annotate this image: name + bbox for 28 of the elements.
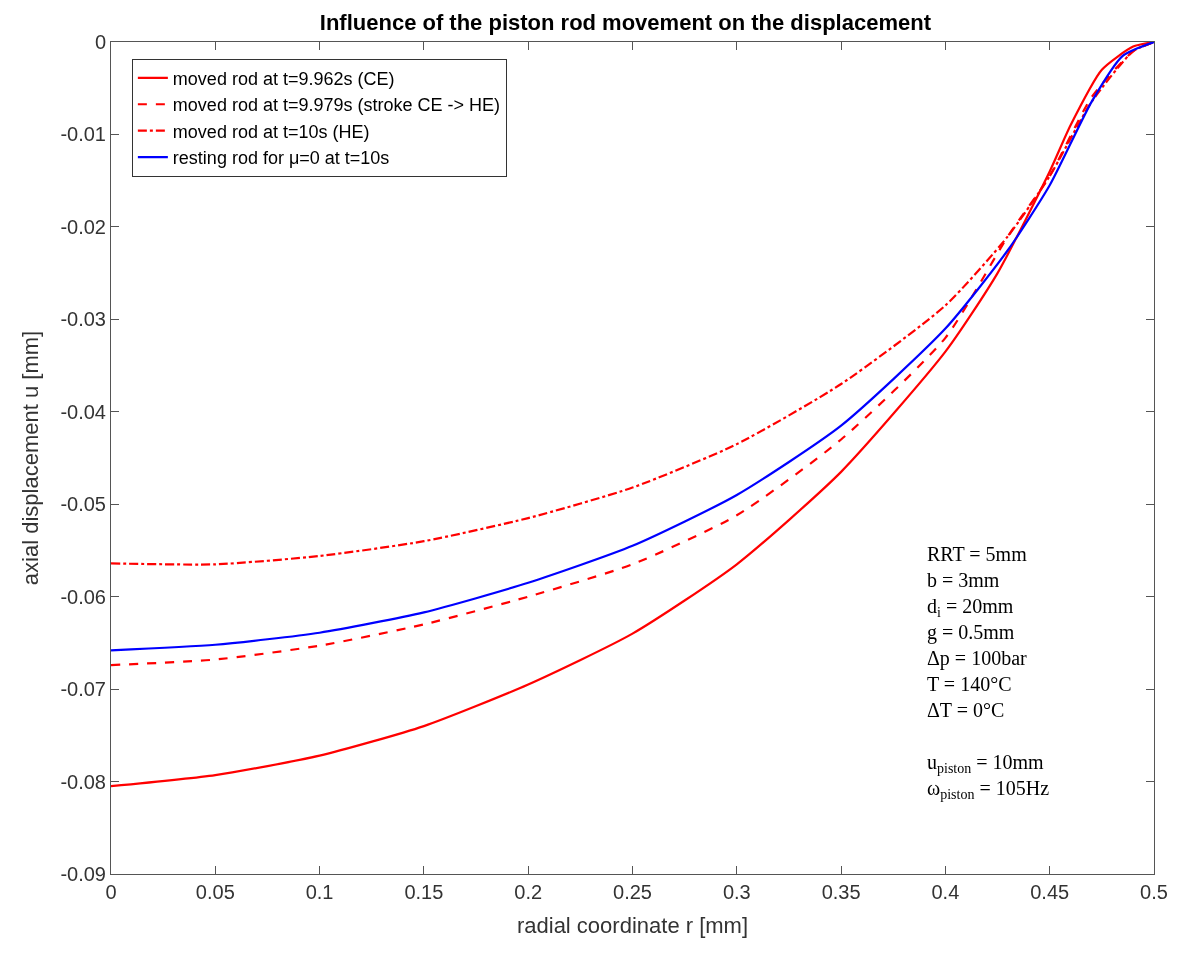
x-tick-label: 0.1 [305, 881, 334, 903]
legend-label: resting rod for μ=0 at t=10s [172, 148, 390, 169]
x-tick-label: 0.2 [514, 881, 543, 903]
y-tick-label: -0.05 [60, 493, 106, 516]
y-tick-label: -0.03 [60, 308, 106, 331]
y-tick-label: -0.09 [60, 863, 106, 885]
x-tick-label: 0.4 [931, 881, 960, 903]
y-tick-label: -0.01 [60, 123, 106, 146]
x-tick-label: 0.25 [613, 881, 652, 903]
text: RRT = 5mm b = 3mm d$_{i}$ = 20mm g = 0.5mm Δp = 100bar T = 140°C ΔT = 0°C u$_{piston}$ = 10mm ω$_{piston}$ = 105Hz [927, 543, 1050, 803]
y-tick-label: -0.08 [60, 770, 106, 793]
y-tick-label: -0.07 [60, 678, 106, 701]
x-tick-label: 0.45 [1030, 881, 1070, 903]
legend-label: moved rod at t=9.979s (stroke CE -> HE) [172, 95, 500, 116]
x-axis-title: radial coordinate r [mm] [516, 912, 749, 938]
y-axis-title: axial displacement u [mm] [18, 330, 44, 586]
legend-label: moved rod at t=10s (HE) [172, 121, 370, 142]
y-tick-label: -0.02 [60, 215, 106, 238]
y-tick-label: -0.06 [60, 585, 106, 608]
y-tick-label: 0 [94, 31, 106, 53]
x-tick-label: 0.05 [195, 881, 235, 903]
x-tick-label: 0.5 [1140, 881, 1168, 903]
legend-label: moved rod at t=9.962s (CE) [172, 68, 395, 89]
x-tick-label: 0.3 [722, 881, 751, 903]
y-tick-label: -0.04 [60, 400, 106, 423]
chart-title: Influence of the piston rod movement on the displacement [319, 9, 932, 35]
x-tick-label: 0.15 [404, 881, 444, 903]
x-tick-label: 0.35 [821, 881, 861, 903]
